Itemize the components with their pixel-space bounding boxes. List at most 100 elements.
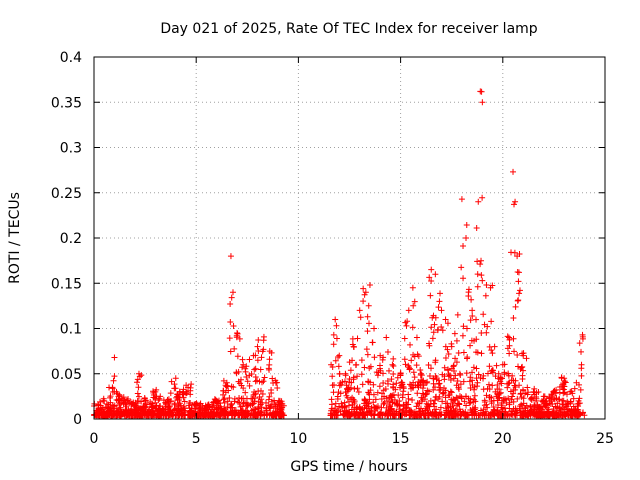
data-point	[265, 402, 272, 409]
data-point	[106, 384, 113, 391]
data-point	[243, 363, 250, 370]
data-point	[461, 398, 468, 405]
data-point	[480, 372, 487, 379]
data-point	[505, 370, 512, 377]
data-point	[504, 333, 511, 340]
data-point	[433, 375, 440, 382]
data-point	[181, 398, 188, 405]
data-point	[519, 412, 526, 419]
data-point	[411, 412, 418, 419]
data-point	[506, 342, 513, 349]
data-point	[581, 412, 588, 419]
data-point	[490, 404, 497, 411]
data-point	[497, 378, 504, 385]
data-point	[95, 405, 102, 412]
data-point	[390, 371, 397, 378]
data-point	[561, 411, 568, 418]
y-tick-label: 0.3	[60, 141, 82, 157]
data-point	[239, 356, 246, 363]
data-point	[393, 380, 400, 387]
data-point	[255, 336, 262, 343]
data-point	[115, 396, 122, 403]
data-point	[401, 411, 408, 418]
data-point	[337, 380, 344, 387]
data-point	[541, 400, 548, 407]
data-point	[183, 382, 190, 389]
data-point	[431, 384, 438, 391]
data-point	[371, 325, 378, 332]
data-point	[173, 394, 180, 401]
data-point	[400, 406, 407, 413]
data-point	[405, 395, 412, 402]
data-point	[380, 380, 387, 387]
data-point	[254, 377, 261, 384]
data-point	[482, 292, 489, 299]
data-point	[332, 400, 339, 407]
data-point	[252, 406, 259, 413]
data-point	[255, 398, 262, 405]
data-point	[336, 371, 343, 378]
data-point	[502, 409, 509, 416]
data-point	[452, 372, 459, 379]
data-point	[454, 377, 461, 384]
data-point	[473, 225, 480, 232]
data-point	[352, 361, 359, 368]
data-point	[126, 400, 133, 407]
data-point	[346, 379, 353, 386]
data-point	[560, 386, 567, 393]
data-point	[100, 411, 107, 418]
data-point	[405, 307, 412, 314]
data-point	[479, 194, 486, 201]
data-point	[458, 196, 465, 203]
data-point	[332, 316, 339, 323]
data-point	[531, 391, 538, 398]
data-point	[471, 386, 478, 393]
data-point	[277, 400, 284, 407]
data-point	[520, 350, 527, 357]
data-point	[123, 403, 130, 410]
data-point	[117, 404, 124, 411]
data-point	[259, 348, 266, 355]
data-point	[160, 412, 167, 419]
data-point	[499, 412, 506, 419]
data-point	[330, 341, 337, 348]
data-point	[215, 397, 222, 404]
data-point	[251, 366, 258, 373]
data-point	[417, 366, 424, 373]
data-point	[370, 381, 377, 388]
data-point	[271, 397, 278, 404]
data-point	[432, 397, 439, 404]
data-point	[266, 393, 273, 400]
data-point	[355, 389, 362, 396]
data-point	[506, 350, 513, 357]
data-point	[474, 379, 481, 386]
data-point	[261, 374, 268, 381]
data-point	[530, 409, 537, 416]
data-point	[408, 357, 415, 364]
data-point	[250, 391, 257, 398]
data-point	[447, 376, 454, 383]
data-point	[370, 399, 377, 406]
data-point	[242, 368, 249, 375]
data-point	[414, 390, 421, 397]
data-point	[498, 400, 505, 407]
data-point	[444, 366, 451, 373]
data-point	[354, 373, 361, 380]
data-point	[221, 395, 228, 402]
data-point	[259, 391, 266, 398]
data-point	[437, 386, 444, 393]
data-point	[483, 401, 490, 408]
data-point	[416, 399, 423, 406]
data-point	[437, 290, 444, 297]
data-point	[424, 378, 431, 385]
data-point	[329, 373, 336, 380]
data-point	[480, 386, 487, 393]
data-point	[477, 261, 484, 268]
data-point	[260, 333, 267, 340]
data-point	[389, 361, 396, 368]
data-point	[342, 403, 349, 410]
data-point	[258, 354, 265, 361]
data-point	[213, 412, 220, 419]
data-point	[252, 352, 259, 359]
data-point	[147, 399, 154, 406]
